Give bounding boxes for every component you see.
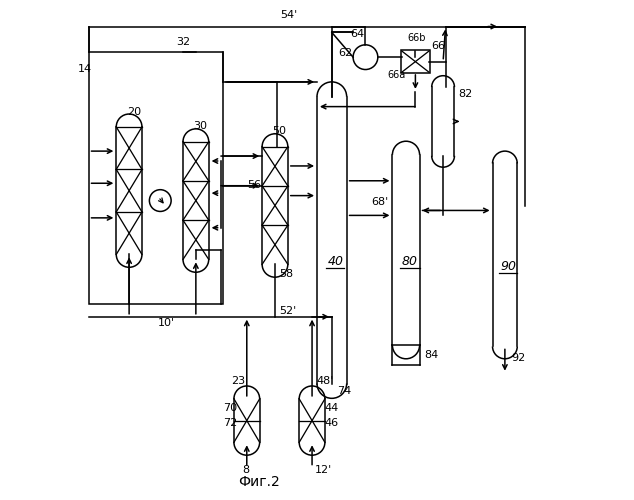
Text: 14: 14 xyxy=(78,64,92,74)
Text: 50: 50 xyxy=(273,126,287,136)
Text: 8: 8 xyxy=(242,466,249,475)
Text: 68': 68' xyxy=(372,198,389,207)
Text: 92: 92 xyxy=(511,353,525,363)
Text: 52': 52' xyxy=(279,306,296,316)
Text: 74: 74 xyxy=(337,386,351,396)
Text: 70: 70 xyxy=(223,402,237,412)
Text: 12': 12' xyxy=(314,466,332,475)
Text: 72: 72 xyxy=(223,418,237,428)
Text: 66: 66 xyxy=(431,41,445,51)
Text: 40: 40 xyxy=(328,255,344,268)
Text: 58: 58 xyxy=(279,268,293,278)
FancyBboxPatch shape xyxy=(401,50,430,74)
Text: 54': 54' xyxy=(280,10,297,20)
Text: 66b: 66b xyxy=(408,34,426,43)
Text: 44: 44 xyxy=(325,402,339,412)
Text: Фиг.2: Фиг.2 xyxy=(238,476,280,490)
Text: 62: 62 xyxy=(339,48,353,58)
Text: 64: 64 xyxy=(351,30,365,40)
Text: 82: 82 xyxy=(458,88,473,99)
Text: 56: 56 xyxy=(247,180,261,190)
Text: 46: 46 xyxy=(325,418,339,428)
Bar xyxy=(89,52,223,304)
Text: 30: 30 xyxy=(193,122,207,132)
Text: 20: 20 xyxy=(127,106,141,117)
Text: 48': 48' xyxy=(316,376,333,386)
Text: 66a: 66a xyxy=(387,70,406,80)
Text: 84: 84 xyxy=(425,350,439,360)
Text: 32: 32 xyxy=(176,38,190,48)
Text: 10': 10' xyxy=(158,318,175,328)
Text: 23: 23 xyxy=(231,376,245,386)
Text: 90: 90 xyxy=(501,260,517,273)
Text: 80: 80 xyxy=(402,255,418,268)
